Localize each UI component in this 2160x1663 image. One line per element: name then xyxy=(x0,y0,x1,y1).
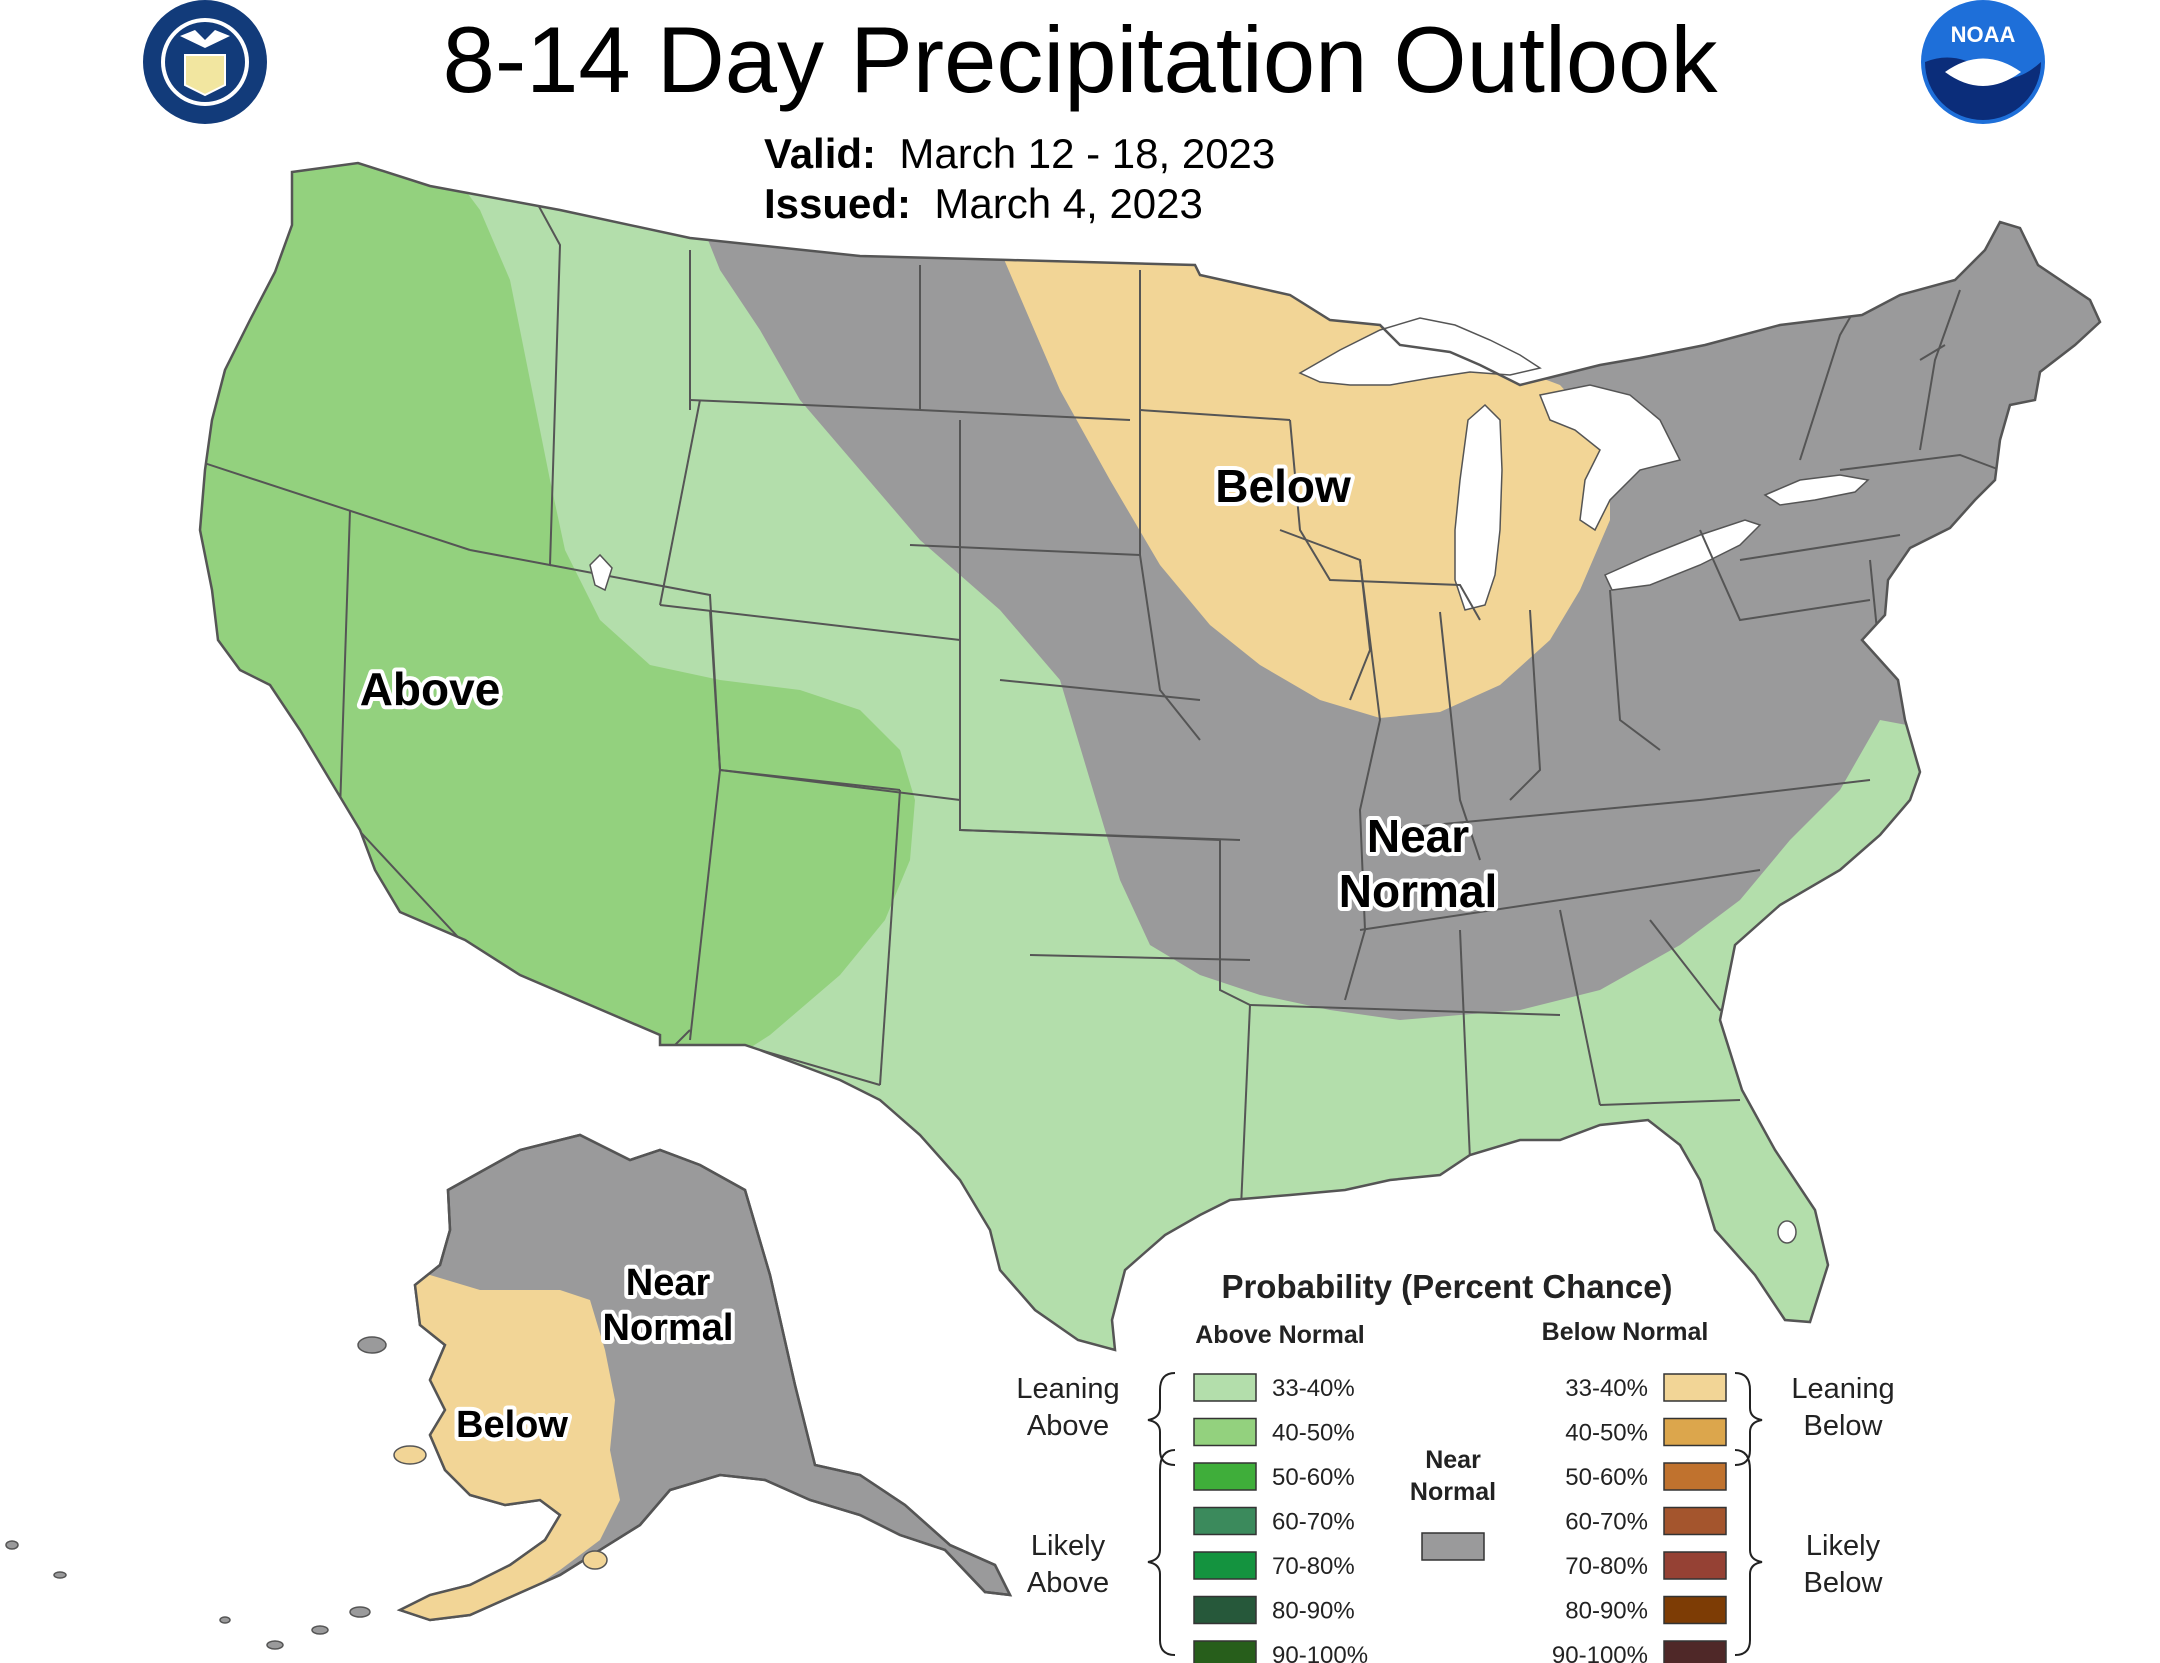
great-salt-lake xyxy=(589,553,613,592)
legend-near-2: Normal xyxy=(1410,1478,1496,1506)
legend-title: Probability (Percent Chance) xyxy=(1221,1268,1672,1305)
below-swatch-4 xyxy=(1663,1506,1727,1536)
lake-superior xyxy=(1298,317,1542,386)
above-swatch-6 xyxy=(1193,1595,1257,1625)
above-swatch-label-6: 80-90% xyxy=(1272,1598,1355,1625)
below-swatch-1 xyxy=(1663,1373,1727,1402)
above-swatch-label-1: 33-40% xyxy=(1272,1375,1355,1402)
above-swatch-5 xyxy=(1193,1551,1257,1580)
lake-okeechobee xyxy=(1777,1220,1797,1244)
below-swatch-5 xyxy=(1663,1551,1727,1580)
legend-leaning-below-2: Below xyxy=(1804,1410,1884,1442)
label-below: Below xyxy=(1215,460,1351,512)
legend-likely-above-1: Likely xyxy=(1031,1530,1106,1562)
above-swatch-label-3: 50-60% xyxy=(1272,1464,1355,1491)
conus-map xyxy=(198,161,2102,1352)
legend-leaning-above-1: Leaning xyxy=(1016,1373,1119,1405)
legend-likely-above-2: Above xyxy=(1027,1567,1109,1599)
above-swatch-label-5: 70-80% xyxy=(1272,1553,1355,1580)
alaska-islands xyxy=(5,1336,608,1650)
state-borders xyxy=(200,189,2001,1231)
legend-near-1: Near xyxy=(1425,1446,1481,1474)
below-swatch-6 xyxy=(1663,1595,1727,1625)
lake-erie xyxy=(1603,519,1762,591)
below-swatch-2 xyxy=(1663,1417,1727,1447)
legend: Probability (Percent Chance) Above Norma… xyxy=(1016,1268,1895,1663)
legend-near-swatch xyxy=(1421,1532,1485,1561)
label-above: Above xyxy=(360,663,501,715)
above-swatch-label-7: 90-100% xyxy=(1272,1642,1368,1663)
above-swatch-2 xyxy=(1193,1417,1257,1447)
below-swatch-label-5: 70-80% xyxy=(1565,1553,1648,1580)
below-swatch-label-2: 40-50% xyxy=(1565,1420,1648,1447)
label-near-1: Near xyxy=(1367,810,1469,862)
lake-ontario xyxy=(1763,474,1870,506)
above-swatch-7 xyxy=(1193,1640,1257,1663)
below-swatch-7 xyxy=(1663,1640,1727,1663)
below-swatch-label-7: 90-100% xyxy=(1552,1642,1648,1663)
lake-michigan xyxy=(1454,403,1503,611)
above-swatch-label-4: 60-70% xyxy=(1272,1509,1355,1536)
label-ak-below: Below xyxy=(456,1404,568,1446)
legend-leaning-below-1: Leaning xyxy=(1791,1373,1894,1405)
above-swatch-label-2: 40-50% xyxy=(1272,1420,1355,1447)
above-swatch-3 xyxy=(1193,1462,1257,1491)
issued-value: March 4, 2023 xyxy=(934,180,1203,227)
legend-likely-below-2: Below xyxy=(1804,1567,1884,1599)
label-ak-near-1: Near xyxy=(626,1262,711,1304)
legend-below-header: Below Normal xyxy=(1542,1318,1709,1346)
department-of-commerce-seal xyxy=(143,0,267,124)
valid-line: Valid: March 12 - 18, 2023 xyxy=(764,130,1275,178)
alaska-map xyxy=(5,1133,1013,1650)
legend-below-swatches: 33-40% 40-50% 50-60% 60-70% 70-80% 80-90% 90-1… xyxy=(1552,1373,1727,1663)
below-swatch-label-1: 33-40% xyxy=(1565,1375,1648,1402)
legend-leaning-above-2: Above xyxy=(1027,1410,1109,1442)
alaska-outline xyxy=(396,1133,1013,1622)
legend-above-header: Above Normal xyxy=(1195,1321,1364,1349)
page-title: 8-14 Day Precipitation Outlook xyxy=(442,7,1718,112)
noaa-logo: NOAA xyxy=(1921,0,2045,124)
valid-value: March 12 - 18, 2023 xyxy=(899,130,1276,177)
above-swatch-4 xyxy=(1193,1506,1257,1536)
above-swatch-1 xyxy=(1193,1373,1257,1402)
legend-above-swatches: 33-40% 40-50% 50-60% 60-70% 70-80% 80-90% 90-1… xyxy=(1193,1373,1368,1663)
legend-likely-below-1: Likely xyxy=(1806,1530,1881,1562)
label-ak-near-2: Normal xyxy=(603,1307,734,1349)
issued-label: Issued: xyxy=(764,180,912,227)
great-lakes xyxy=(1298,317,1870,611)
issued-line: Issued: March 4, 2023 xyxy=(764,180,1203,228)
legend-braces xyxy=(1147,1372,1763,1656)
below-swatch-label-6: 80-90% xyxy=(1565,1598,1648,1625)
below-swatch-label-4: 60-70% xyxy=(1565,1509,1648,1536)
below-swatch-label-3: 50-60% xyxy=(1565,1464,1648,1491)
label-near-2: Normal xyxy=(1339,865,1497,917)
below-swatch-3 xyxy=(1663,1462,1727,1491)
valid-label: Valid: xyxy=(764,130,877,177)
svg-text:NOAA: NOAA xyxy=(1951,22,2016,47)
lake-huron xyxy=(1538,384,1682,532)
